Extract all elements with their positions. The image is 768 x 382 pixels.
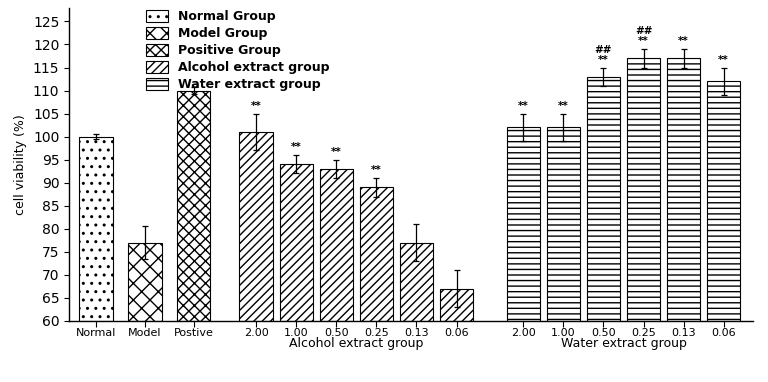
Bar — [400, 243, 433, 321]
Text: Postive: Postive — [174, 328, 214, 338]
Text: 0.50: 0.50 — [591, 328, 616, 338]
Legend: Normal Group, Model Group, Positive Group, Alcohol extract group, Water extract : Normal Group, Model Group, Positive Grou… — [141, 5, 335, 96]
Text: ##: ## — [635, 26, 652, 36]
Bar — [667, 58, 700, 321]
Text: ##: ## — [594, 45, 612, 55]
Text: **: ** — [558, 101, 569, 111]
Text: 1.00: 1.00 — [284, 328, 309, 338]
Bar — [507, 128, 540, 321]
Bar — [707, 81, 740, 321]
Text: Water extract group: Water extract group — [561, 337, 687, 350]
Text: Alcohol extract group: Alcohol extract group — [289, 337, 423, 350]
Text: 0.13: 0.13 — [404, 328, 429, 338]
Text: **: ** — [331, 147, 342, 157]
Bar — [177, 91, 210, 321]
Bar — [587, 77, 621, 321]
Text: 0.50: 0.50 — [324, 328, 349, 338]
Text: 0.25: 0.25 — [364, 328, 389, 338]
Bar — [79, 137, 113, 321]
Text: **: ** — [678, 36, 689, 46]
Text: **: ** — [638, 36, 649, 46]
Text: **: ** — [291, 142, 302, 152]
Bar — [359, 187, 393, 321]
Text: 1.00: 1.00 — [551, 328, 576, 338]
Text: 0.06: 0.06 — [444, 328, 468, 338]
Bar — [128, 243, 161, 321]
Bar — [440, 289, 473, 321]
Text: **: ** — [718, 55, 729, 65]
Text: 2.00: 2.00 — [511, 328, 536, 338]
Y-axis label: cell viability (%): cell viability (%) — [15, 114, 28, 215]
Text: 2.00: 2.00 — [243, 328, 269, 338]
Text: **: ** — [598, 55, 609, 65]
Text: **: ** — [251, 101, 262, 111]
Text: Model: Model — [128, 328, 161, 338]
Bar — [280, 164, 313, 321]
Text: Normal: Normal — [76, 328, 116, 338]
Bar — [319, 169, 353, 321]
Text: 0.06: 0.06 — [711, 328, 736, 338]
Text: **: ** — [371, 165, 382, 175]
Bar — [547, 128, 580, 321]
Bar — [240, 132, 273, 321]
Text: **: ** — [518, 101, 528, 111]
Bar — [627, 58, 660, 321]
Text: 0.25: 0.25 — [631, 328, 656, 338]
Text: 0.13: 0.13 — [671, 328, 696, 338]
